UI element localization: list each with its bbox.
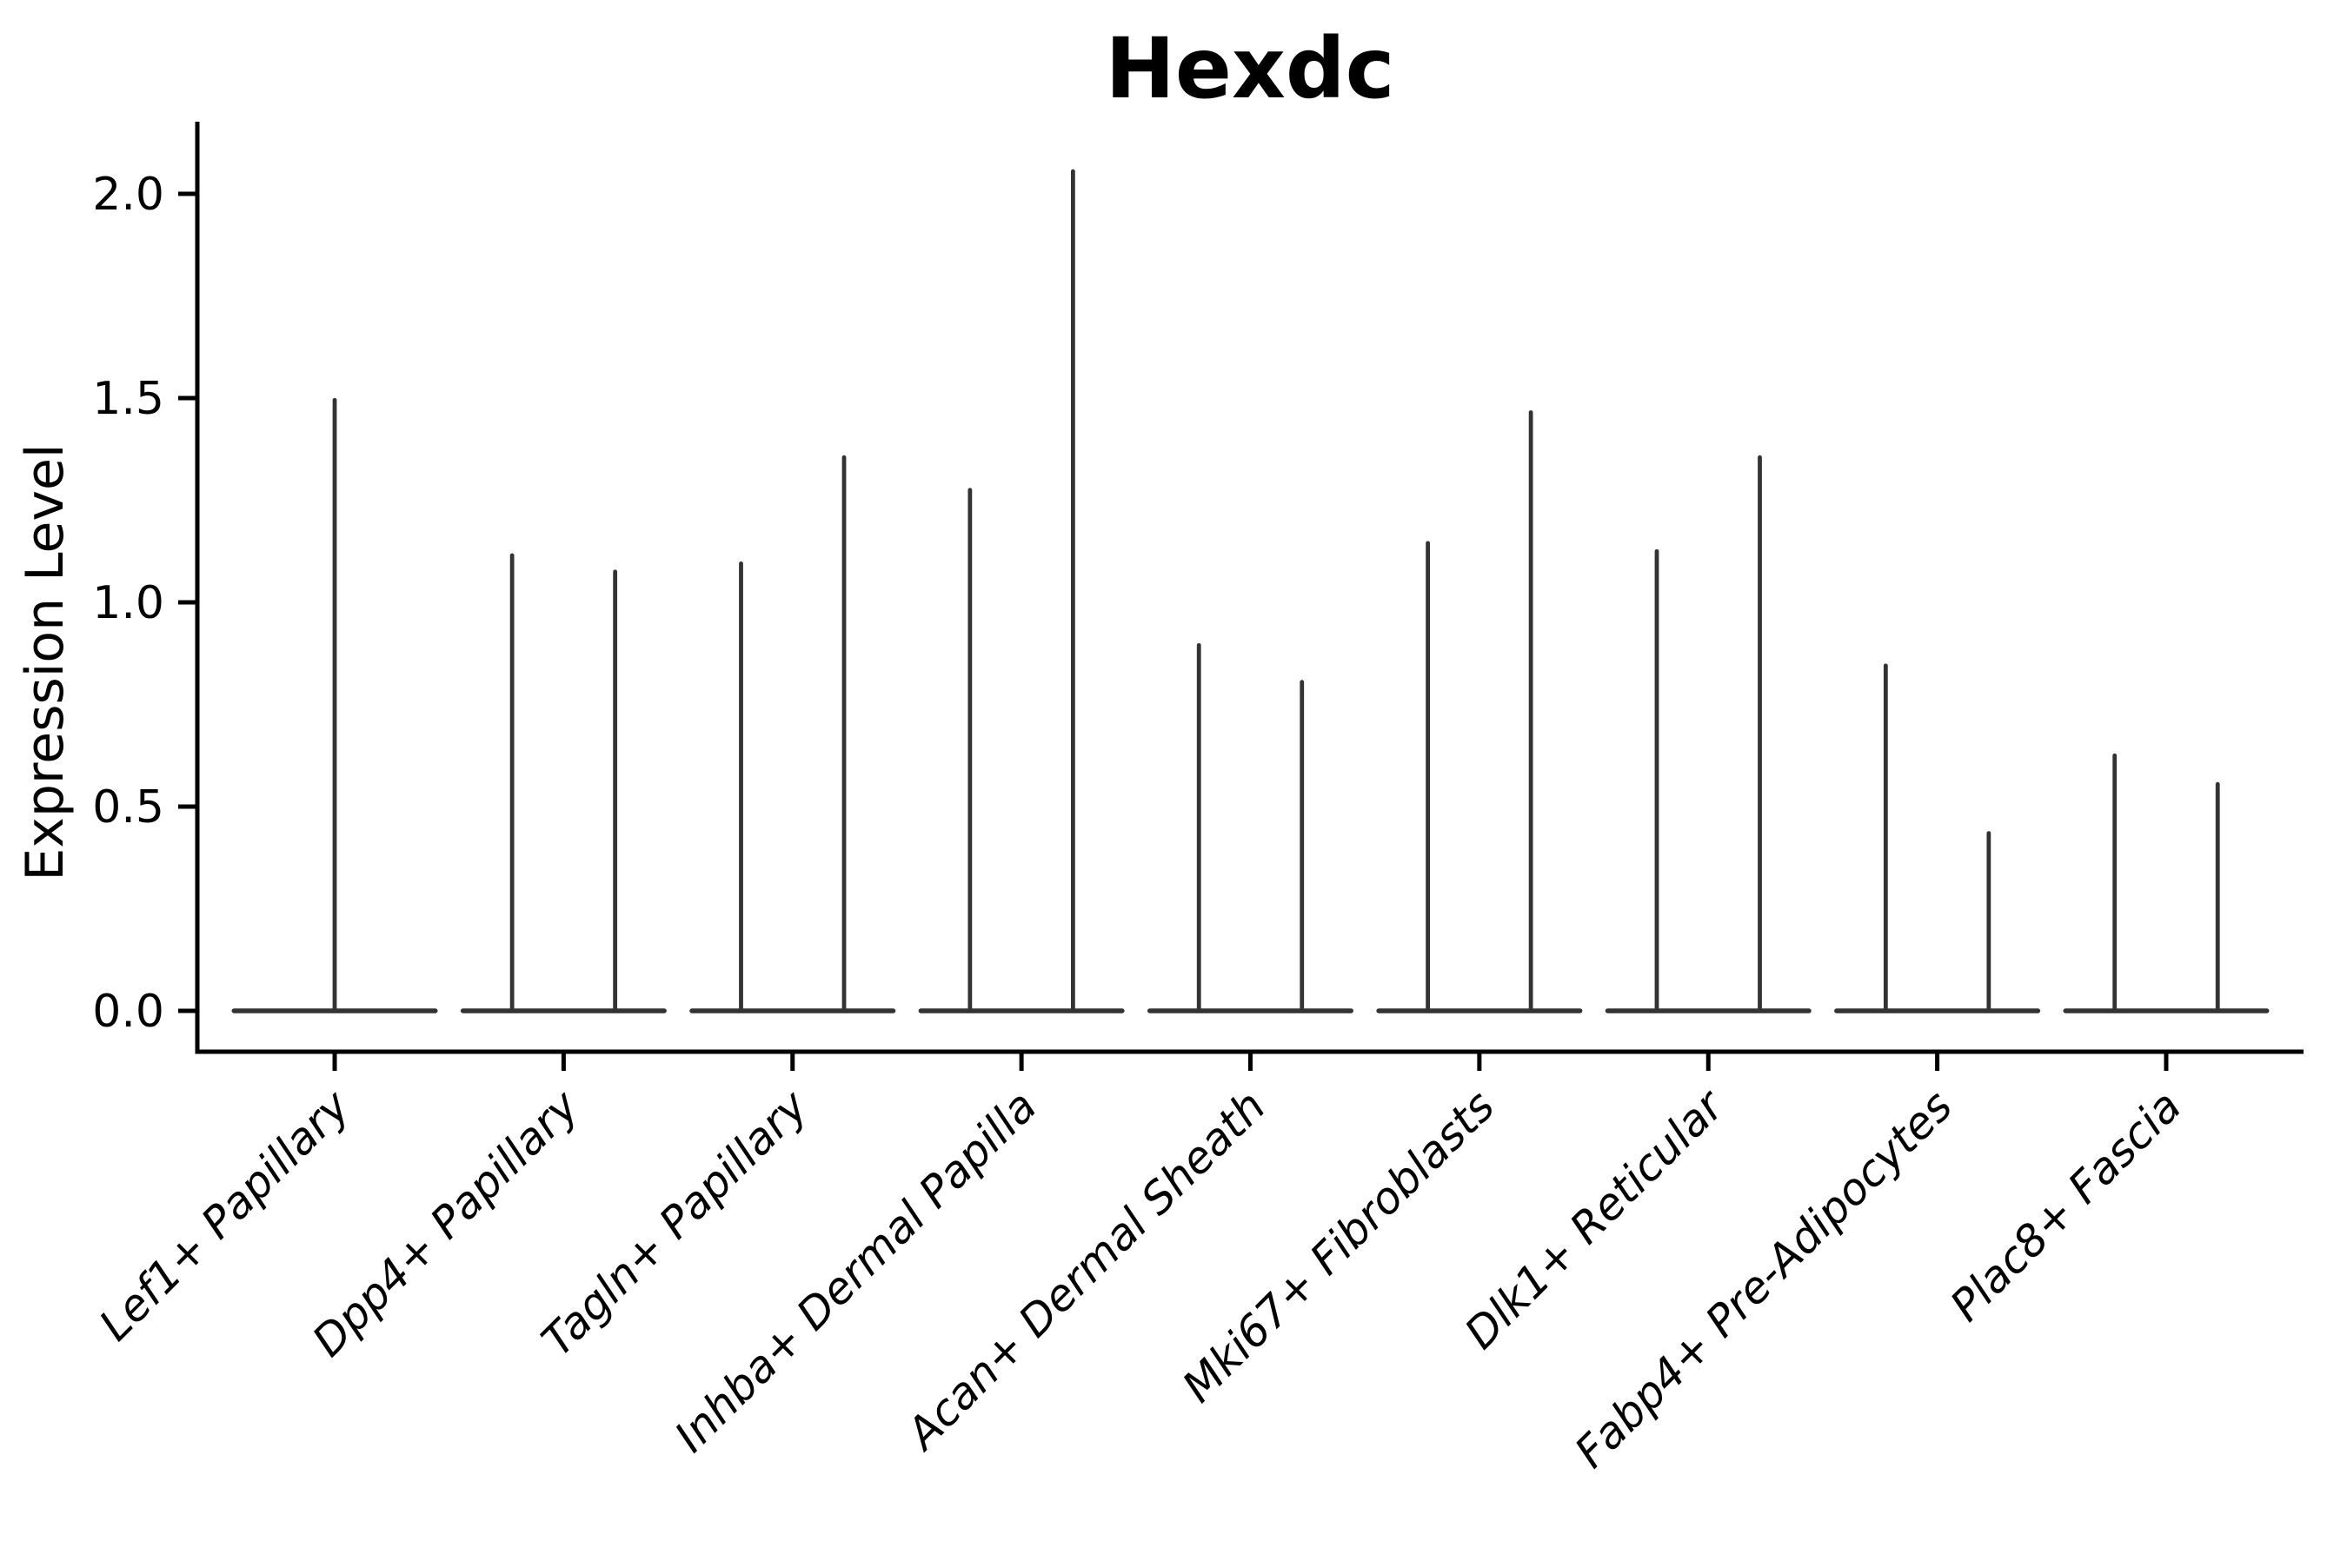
violin-spike — [1758, 455, 1762, 1013]
x-tick — [1935, 1052, 1940, 1071]
violin-base — [689, 1008, 896, 1013]
violin-spike — [967, 488, 973, 1013]
x-tick-label: Fabp4+ Pre-Adipocytes — [1566, 1080, 1963, 1478]
violin-base — [1147, 1008, 1354, 1013]
violin-base — [460, 1008, 667, 1013]
violin-base — [1376, 1008, 1583, 1013]
violin-spike — [1654, 548, 1659, 1013]
y-tick-label: 0.0 — [92, 986, 164, 1038]
y-axis-label: Expression Level — [15, 443, 76, 880]
violin-base — [918, 1008, 1125, 1013]
violin-base — [1605, 1008, 1812, 1013]
violin-spike — [613, 569, 618, 1013]
x-tick — [1477, 1052, 1482, 1071]
x-tick — [1705, 1052, 1711, 1071]
y-tick-label: 1.5 — [92, 373, 164, 425]
violin-spike — [1528, 410, 1533, 1013]
violin-spike — [1426, 541, 1431, 1013]
violin-spike — [1986, 831, 1991, 1013]
violin-spike — [1070, 169, 1075, 1013]
chart-title: Hexdc — [1106, 20, 1395, 117]
x-tick — [1019, 1052, 1024, 1071]
violin-base — [2063, 1008, 2270, 1013]
y-tick-label: 1.0 — [92, 577, 164, 629]
y-tick — [178, 191, 197, 196]
x-tick — [561, 1052, 566, 1071]
violin-spike — [739, 561, 743, 1013]
violin-spike — [332, 398, 337, 1013]
x-tick — [1248, 1052, 1253, 1071]
y-tick — [178, 395, 197, 401]
y-axis-spine — [195, 122, 200, 1052]
y-tick-label: 2.0 — [92, 169, 164, 221]
violin-spike — [1300, 680, 1305, 1013]
x-tick-label: Inhba+ Dermal Papilla — [665, 1080, 1046, 1461]
violin-base — [1834, 1008, 2041, 1013]
violin-spike — [1196, 643, 1201, 1013]
x-tick — [790, 1052, 795, 1071]
x-tick-label: Acan+ Dermal Sheath — [895, 1080, 1275, 1460]
y-tick — [178, 804, 197, 809]
x-tick-label: Plac8+ Fascia — [1940, 1080, 2191, 1331]
violin-spike — [1883, 663, 1888, 1013]
violin-spike — [509, 553, 515, 1013]
y-tick — [178, 1008, 197, 1013]
x-tick-label: Lef1+ Papillary — [90, 1080, 360, 1350]
y-tick-label: 0.5 — [92, 781, 164, 834]
x-tick — [2164, 1052, 2169, 1071]
violin-spike — [2112, 753, 2118, 1013]
x-tick — [332, 1052, 337, 1071]
violin-spike — [841, 455, 847, 1013]
violin-spike — [2215, 781, 2220, 1013]
y-tick — [178, 600, 197, 605]
